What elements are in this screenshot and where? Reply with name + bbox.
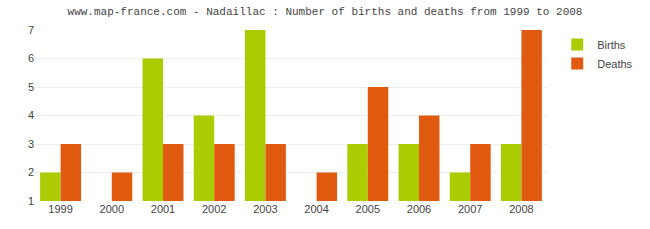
svg-text:3: 3 <box>28 138 34 150</box>
svg-text:4: 4 <box>28 109 34 121</box>
svg-text:2006: 2006 <box>407 203 431 215</box>
svg-text:2003: 2003 <box>253 203 277 215</box>
svg-text:Births: Births <box>597 39 626 51</box>
svg-text:2: 2 <box>28 166 34 178</box>
svg-text:2002: 2002 <box>202 203 226 215</box>
svg-text:2001: 2001 <box>151 203 175 215</box>
svg-text:2000: 2000 <box>100 203 124 215</box>
svg-text:2007: 2007 <box>458 203 482 215</box>
svg-text:2004: 2004 <box>304 203 328 215</box>
svg-text:1999: 1999 <box>48 203 72 215</box>
svg-text:1: 1 <box>28 195 34 207</box>
svg-text:2005: 2005 <box>356 203 380 215</box>
svg-text:6: 6 <box>28 52 34 64</box>
svg-text:Deaths: Deaths <box>597 58 632 70</box>
svg-text:7: 7 <box>28 24 34 36</box>
svg-text:www.map-france.com - Nadaillac: www.map-france.com - Nadaillac : Number … <box>68 6 583 18</box>
svg-text:5: 5 <box>28 81 34 93</box>
svg-text:2008: 2008 <box>509 203 533 215</box>
